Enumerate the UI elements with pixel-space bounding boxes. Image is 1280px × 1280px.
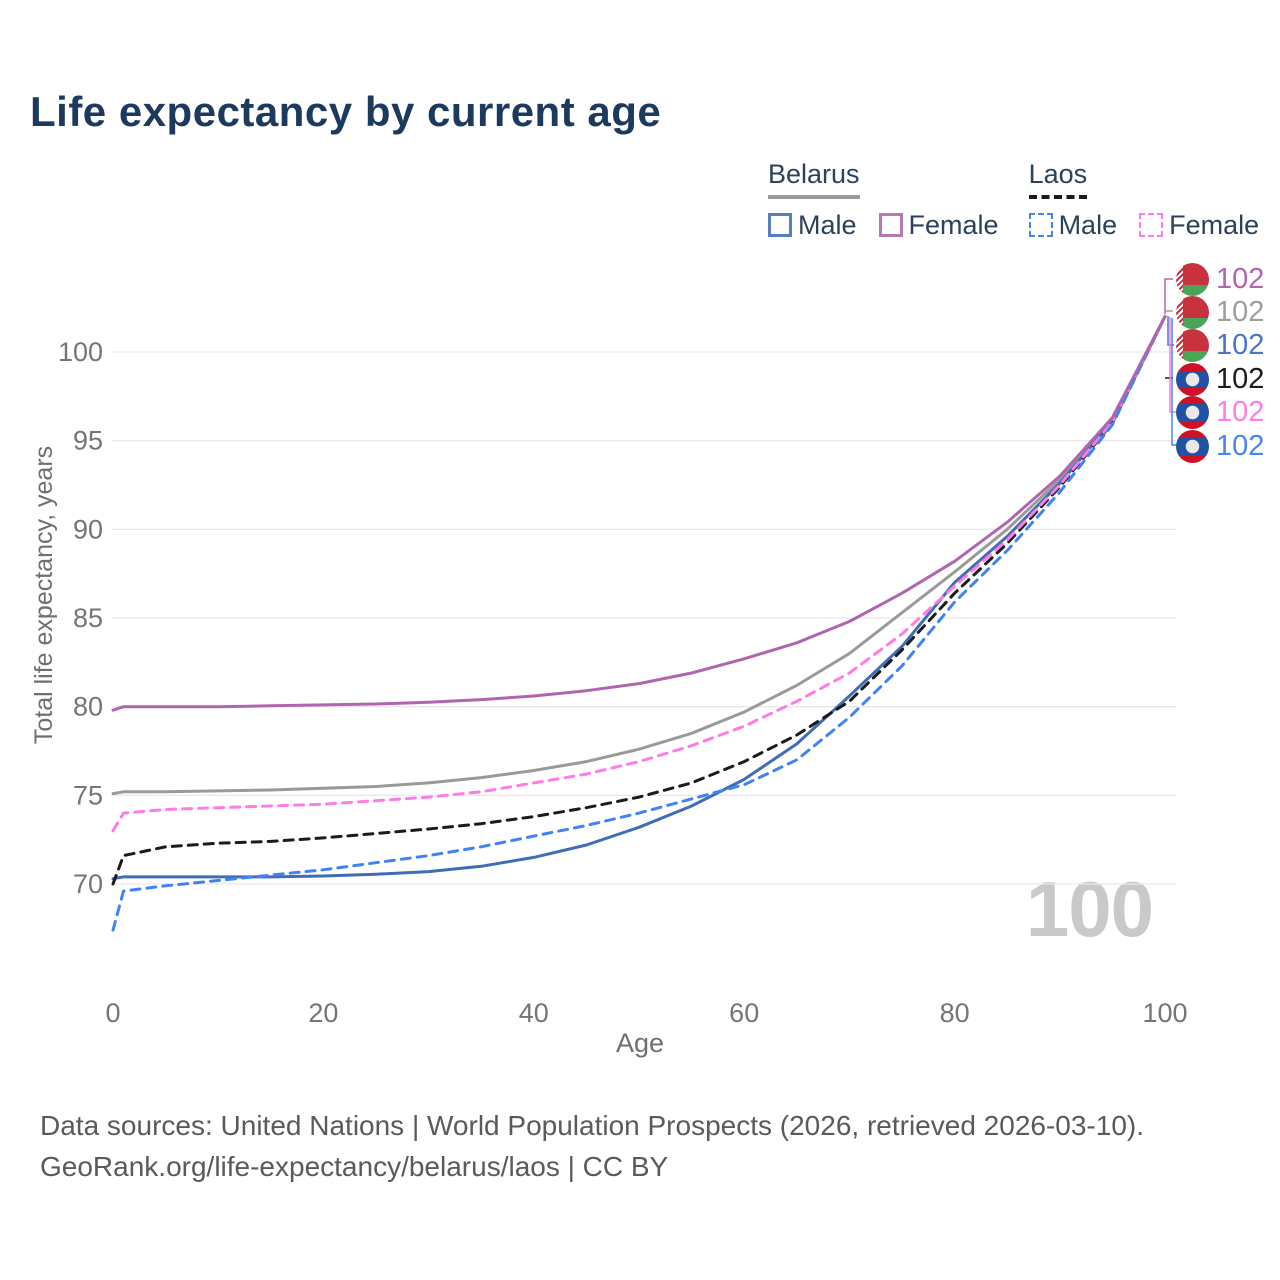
laos-flag-icon [1176, 395, 1209, 429]
chart-legend: Belarus Male Female Laos Male Female [768, 159, 1259, 241]
series-end-label-belarus-female: 102 [1176, 262, 1264, 296]
legend-country-belarus[interactable]: Belarus [768, 159, 860, 199]
series-line-laos-total[interactable] [111, 315, 1167, 886]
belarus-flag-icon [1176, 295, 1209, 329]
series-line-laos-female[interactable] [111, 315, 1167, 833]
x-tick-label-40: 40 [519, 998, 549, 1028]
x-tick-label-80: 80 [940, 998, 970, 1028]
end-value: 102 [1216, 362, 1265, 395]
belarus-male-swatch-icon [768, 213, 792, 238]
legend-item-label: Female [1169, 209, 1260, 240]
end-value: 102 [1216, 295, 1265, 328]
x-tick-label-0: 0 [105, 998, 120, 1028]
y-tick-label-100: 100 [58, 337, 103, 367]
footer-line-1: Data sources: United Nations | World Pop… [40, 1110, 1145, 1141]
legend-item-laos-female[interactable]: Female [1139, 210, 1259, 241]
legend-item-belarus-male[interactable]: Male [768, 210, 857, 241]
y-axis-title: Total life expectancy, years [30, 446, 58, 744]
legend-item-label: Male [1058, 209, 1118, 240]
series-line-belarus-total[interactable] [111, 315, 1167, 796]
x-axis-title: Age [616, 1028, 664, 1058]
legend-group-laos: Laos Male Female [1028, 159, 1259, 241]
y-tick-label-70: 70 [73, 869, 103, 899]
x-tick-label-100: 100 [1142, 998, 1187, 1028]
series-end-label-laos-total: 102 [1176, 362, 1264, 396]
data-source-footer: Data sources: United Nations | World Pop… [40, 1106, 1144, 1187]
laos-male-swatch-icon [1028, 213, 1053, 238]
series-end-label-laos-male: 102 [1176, 429, 1264, 463]
legend-group-belarus: Belarus Male Female [768, 159, 999, 241]
legend-item-belarus-female[interactable]: Female [878, 209, 999, 241]
laos-female-swatch-icon [1139, 213, 1164, 238]
belarus-flag-icon [1176, 262, 1209, 296]
legend-country-laos[interactable]: Laos [1028, 159, 1088, 199]
end-value: 102 [1216, 429, 1265, 462]
x-tick-label-60: 60 [729, 998, 759, 1028]
series-end-label-belarus-total: 102 [1176, 295, 1264, 329]
laos-flag-icon [1176, 362, 1209, 396]
end-value: 102 [1216, 395, 1265, 428]
belarus-flag-icon [1176, 328, 1209, 362]
legend-item-label: Male [798, 209, 857, 240]
y-tick-label-95: 95 [73, 426, 103, 456]
end-label-leader-laos-female [1169, 317, 1176, 413]
series-end-label-laos-female: 102 [1176, 395, 1264, 429]
hovered-age-watermark: 100 [1025, 865, 1154, 953]
y-tick-label-85: 85 [73, 603, 103, 633]
belarus-female-swatch-icon [878, 213, 903, 238]
legend-item-label: Female [908, 209, 999, 240]
footer-line-2: GeoRank.org/life-expectancy/belarus/laos… [40, 1150, 669, 1182]
end-value: 102 [1216, 328, 1265, 361]
page-title: Life expectancy by current age [30, 88, 662, 135]
x-tick-label-20: 20 [308, 998, 338, 1028]
series-line-belarus-male[interactable] [111, 315, 1167, 881]
series-line-belarus-female[interactable] [111, 315, 1167, 712]
laos-flag-icon [1176, 429, 1209, 463]
series-line-laos-male[interactable] [111, 315, 1167, 932]
legend-item-laos-male[interactable]: Male [1028, 209, 1118, 241]
y-tick-label-90: 90 [73, 514, 103, 544]
y-tick-label-75: 75 [73, 780, 103, 810]
end-label-leader-belarus-female [1164, 278, 1173, 314]
series-end-label-belarus-male: 102 [1176, 328, 1264, 362]
end-label-leader-belarus-male [1167, 316, 1174, 346]
end-value: 102 [1216, 262, 1265, 295]
y-tick-label-80: 80 [73, 692, 103, 722]
